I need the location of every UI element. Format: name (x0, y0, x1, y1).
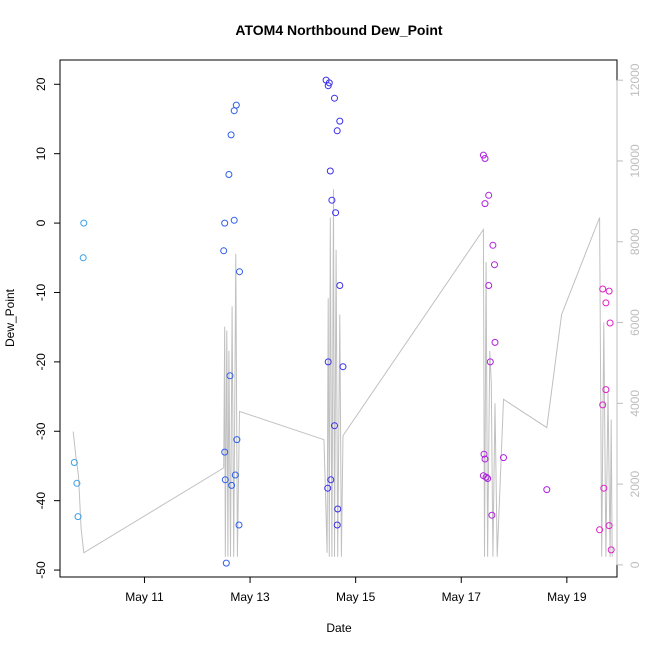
data-point (600, 484, 608, 492)
data-point (236, 268, 243, 276)
data-point (70, 459, 78, 466)
y-tick-label: -40 (34, 492, 48, 510)
data-point (486, 358, 494, 366)
data-point (491, 338, 499, 346)
x-axis-label: Date (326, 621, 352, 635)
data-point (599, 285, 607, 293)
data-point (336, 282, 344, 289)
data-point (79, 254, 87, 262)
data-point (331, 422, 338, 430)
data-point (602, 386, 610, 394)
data-point (231, 471, 239, 479)
y-axis-right: 0 2000 4000 6000 8000 10000 12000 (616, 63, 642, 568)
x-axis: May 11 May 13 May 15 May 17 May 19 (125, 577, 587, 604)
data-point (482, 473, 490, 481)
data-point (336, 117, 344, 125)
data-point (480, 450, 488, 458)
data-point (328, 196, 336, 204)
data-point (332, 209, 340, 217)
data-point (227, 131, 235, 139)
y-tick-label: 0 (34, 219, 48, 226)
data-point (228, 481, 236, 489)
data-point (221, 219, 229, 227)
data-point (485, 282, 493, 289)
x-tick-label: May 11 (125, 590, 164, 604)
y-tick-label: 10 (34, 147, 48, 161)
data-point (481, 455, 489, 463)
data-point (489, 241, 497, 249)
data-point (485, 191, 493, 199)
data-point (484, 475, 492, 482)
data-point (326, 167, 334, 175)
data-point (596, 526, 604, 534)
data-point (221, 448, 229, 456)
data-point (605, 287, 613, 295)
y-axis-left: -50 -40 -30 -20 -10 0 10 20 (34, 77, 60, 579)
y2-tick-label: 10000 (628, 144, 642, 178)
data-point (226, 372, 234, 380)
data-point (333, 127, 341, 135)
x-tick-label: May 19 (547, 590, 587, 604)
data-point (220, 247, 228, 255)
x-tick-label: May 17 (442, 590, 482, 604)
y-tick-label: -20 (34, 353, 48, 371)
scatter-points-layer (70, 76, 615, 567)
data-point (230, 216, 238, 224)
x-tick-label: May 13 (230, 590, 270, 604)
data-point (606, 319, 614, 327)
data-point (80, 219, 88, 227)
data-point (607, 546, 615, 554)
data-point (543, 486, 551, 494)
y2-tick-label: 6000 (628, 309, 642, 336)
data-point (235, 521, 243, 529)
data-point (324, 358, 332, 366)
y2-tick-label: 2000 (628, 470, 642, 497)
y2-tick-label: 12000 (628, 63, 642, 97)
data-point (605, 522, 613, 530)
data-point (339, 363, 347, 371)
data-point (225, 171, 233, 178)
data-point (233, 436, 241, 444)
data-point (333, 521, 341, 529)
y-tick-label: -10 (34, 283, 48, 301)
x-tick-label: May 15 (336, 590, 376, 604)
data-point (222, 559, 230, 567)
chart-title: ATOM4 Northbound Dew_Point (235, 22, 442, 38)
data-point (488, 511, 496, 519)
y-tick-label: -30 (34, 422, 48, 440)
y2-tick-label: 4000 (628, 390, 642, 417)
data-point (325, 79, 333, 87)
data-point (232, 101, 240, 109)
data-point (324, 484, 332, 492)
data-point (74, 513, 82, 521)
data-point (602, 299, 610, 307)
y-axis-label: Dew_Point (3, 288, 17, 347)
data-point (331, 94, 338, 102)
data-point (479, 151, 487, 159)
data-point (73, 479, 81, 487)
series-line (72, 189, 613, 557)
y-tick-label: -50 (34, 561, 48, 579)
data-point (599, 401, 607, 409)
y-tick-label: 20 (34, 77, 48, 91)
data-point (327, 476, 335, 484)
y2-tick-label: 0 (628, 561, 642, 568)
data-point (500, 454, 507, 462)
data-point (481, 155, 489, 162)
data-point (334, 505, 342, 513)
series-line-layer (72, 189, 613, 557)
data-point (481, 200, 489, 208)
data-point (491, 261, 498, 269)
data-point (221, 476, 229, 484)
y2-tick-label: 8000 (628, 228, 642, 255)
